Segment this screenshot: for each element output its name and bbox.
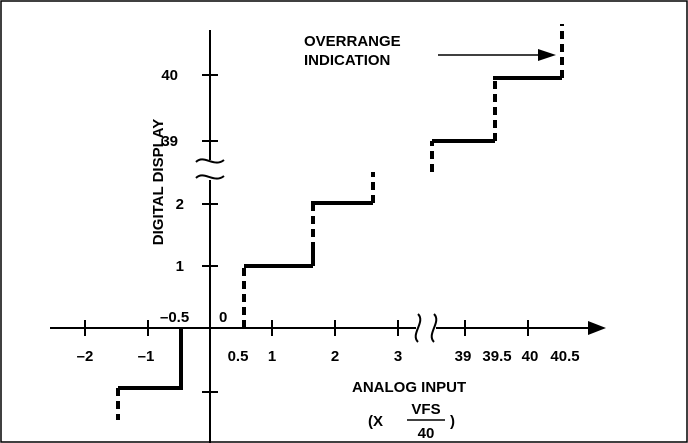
step-minus-one	[118, 328, 183, 390]
annotation-line-1: OVERRANGE	[304, 33, 401, 50]
x-tick-label: 3	[394, 348, 402, 365]
x-tick-label: 0.5	[228, 348, 249, 365]
annotation-line-2: INDICATION	[304, 52, 390, 69]
staircase-solid	[118, 76, 562, 390]
staircase-dashed	[116, 24, 564, 420]
y-axis-break-lower	[195, 174, 225, 180]
y-tick-label: 1	[176, 258, 184, 275]
y-tick-label: 40	[161, 67, 178, 84]
x-tick-label: –2	[77, 348, 94, 365]
x-tick-label: 39	[455, 348, 472, 365]
y-tick-label: 39	[161, 133, 178, 150]
x-tick-label: 39.5	[482, 348, 511, 365]
x-tick-label: 2	[331, 348, 339, 365]
y-ticks	[202, 74, 218, 393]
x-tick-label: –1	[138, 348, 155, 365]
x-tick-label: 40.5	[550, 348, 579, 365]
x-scale-prefix: (X	[368, 413, 383, 430]
x-scale-numerator: VFS	[411, 401, 440, 418]
x-axis-break-left	[414, 313, 422, 343]
x-scale-denominator: 40	[418, 425, 435, 442]
x-ticks	[84, 320, 529, 336]
y-axis-title: DIGITAL DISPLAY	[150, 119, 167, 245]
x-tick-label: 40	[522, 348, 539, 365]
annotation-arrow-icon	[538, 49, 556, 61]
x-axis-title: ANALOG INPUT	[352, 379, 466, 396]
x-axis-break-right	[430, 313, 438, 343]
y-tick-label: 2	[176, 196, 184, 213]
x-scale-suffix: )	[450, 413, 455, 430]
origin-label-neg-half: –0.5	[160, 309, 189, 326]
y-axis-break-upper	[195, 158, 225, 164]
origin-label-zero: 0	[219, 309, 227, 326]
x-tick-label: 1	[268, 348, 276, 365]
x-axis-arrow-icon	[588, 321, 606, 335]
